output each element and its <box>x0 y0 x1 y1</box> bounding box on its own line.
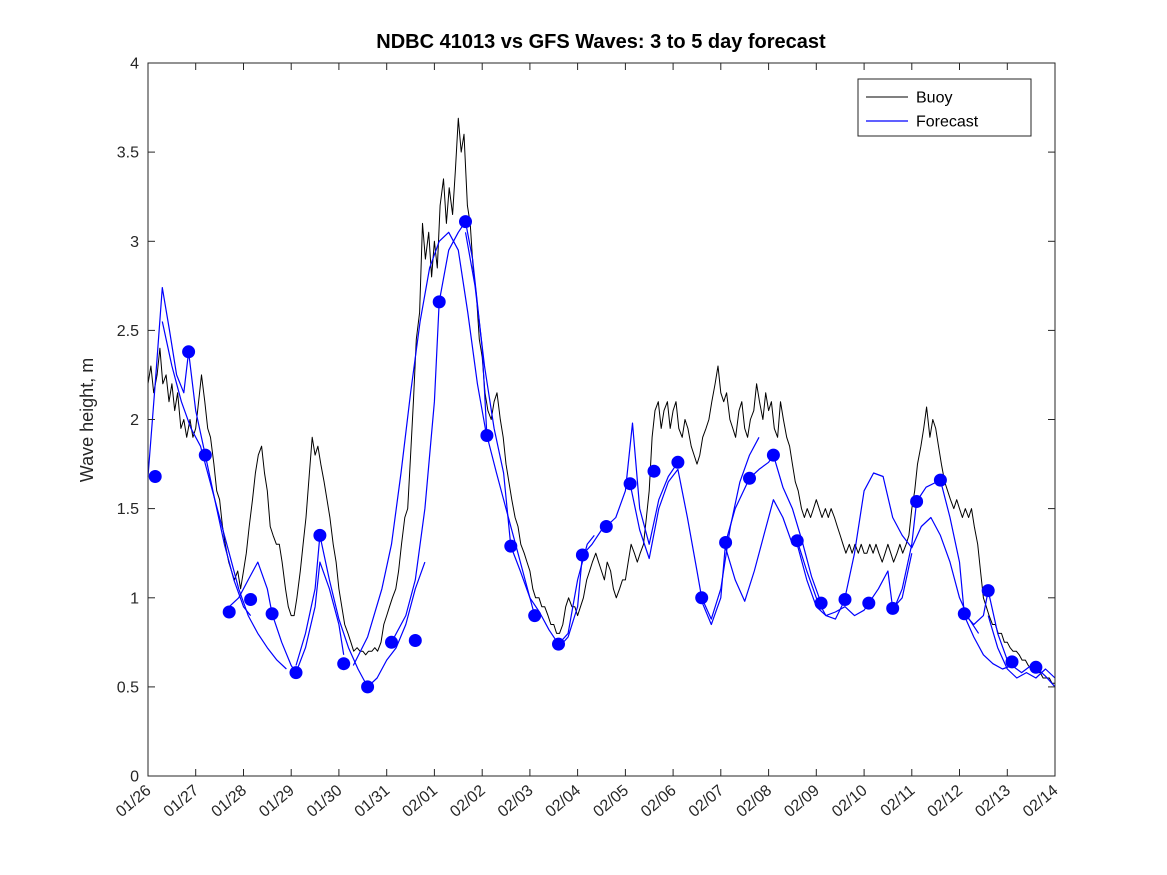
forecast-marker <box>408 634 422 647</box>
forecast-marker <box>886 601 900 615</box>
x-tick-label: 02/06 <box>638 782 680 821</box>
forecast-marker <box>957 607 971 621</box>
forecast-marker <box>1029 660 1043 674</box>
x-tick-label: 02/02 <box>447 782 489 821</box>
y-axis-label: Wave height, m <box>77 358 97 482</box>
forecast-marker <box>695 591 709 605</box>
forecast-marker <box>719 536 733 549</box>
series-group <box>147 117 1056 694</box>
y-tick-label: 1.5 <box>117 501 139 518</box>
forecast-line <box>228 561 345 674</box>
x-tick-label: 01/27 <box>161 782 203 821</box>
forecast-line <box>464 232 595 645</box>
forecast-marker <box>244 593 258 606</box>
x-tick-label: 02/13 <box>972 782 1014 821</box>
forecast-marker <box>148 470 162 483</box>
forecast-marker <box>981 584 995 598</box>
axes-box <box>147 62 1056 777</box>
forecast-marker <box>313 528 327 542</box>
forecast-marker <box>766 448 780 462</box>
x-tick-label: 02/09 <box>781 782 823 821</box>
x-tick-label: 01/31 <box>352 782 394 821</box>
x-tick-label: 01/26 <box>113 782 155 821</box>
y-tick-label: 2 <box>130 412 139 429</box>
forecast-marker <box>480 429 494 442</box>
forecast-marker <box>289 666 303 680</box>
x-tick-label: 01/29 <box>256 782 298 821</box>
buoy-line <box>147 117 1055 684</box>
x-tick-label: 02/04 <box>543 782 585 821</box>
forecast-marker <box>1005 655 1019 669</box>
legend-box <box>857 78 1032 137</box>
forecast-marker <box>814 596 828 610</box>
x-tick-label: 02/07 <box>686 782 728 821</box>
forecast-marker <box>671 455 685 469</box>
x-tick-label: 02/14 <box>1020 782 1062 821</box>
forecast-marker <box>385 635 398 649</box>
y-tick-label: 2.5 <box>117 323 139 340</box>
forecast-marker <box>182 345 196 359</box>
forecast-line <box>963 615 1056 688</box>
forecast-marker <box>862 596 876 610</box>
forecast-marker <box>459 215 472 229</box>
forecast-marker <box>265 607 279 621</box>
forecast-line <box>352 231 488 666</box>
forecast-line <box>147 287 252 616</box>
forecast-line <box>892 479 1013 663</box>
forecast-marker <box>790 534 804 548</box>
y-tick-label: 4 <box>130 56 139 73</box>
forecast-marker <box>910 495 924 508</box>
forecast-marker <box>575 548 589 562</box>
forecast-line <box>161 321 287 670</box>
forecast-line <box>987 615 1056 679</box>
y-tick-label: 3 <box>130 234 139 251</box>
forecast-line <box>295 534 426 688</box>
x-tick-label: 02/12 <box>924 782 966 821</box>
x-tick-label: 02/03 <box>495 782 537 821</box>
y-tick-label: 3.5 <box>117 145 139 162</box>
x-tick-label: 02/08 <box>734 782 776 821</box>
forecast-line <box>844 472 980 634</box>
forecast-marker <box>337 657 351 671</box>
forecast-marker <box>432 295 446 309</box>
chart-title: NDBC 41013 vs GFS Waves: 3 to 5 day fore… <box>376 31 826 53</box>
legend-label-forecast: Forecast <box>916 114 979 131</box>
x-tick-label: 02/05 <box>590 782 632 821</box>
forecast-line <box>725 499 846 620</box>
y-tick-label: 0 <box>130 769 139 786</box>
forecast-line <box>629 437 760 620</box>
x-tick-label: 02/10 <box>829 782 871 821</box>
forecast-line <box>558 422 679 649</box>
forecast-marker <box>743 471 756 485</box>
forecast-marker <box>222 605 236 619</box>
y-tick-label: 1 <box>130 590 139 607</box>
forecast-marker <box>552 637 565 651</box>
x-tick-label: 02/01 <box>399 782 441 821</box>
legend-label-buoy: Buoy <box>916 90 952 107</box>
forecast-marker <box>361 680 375 694</box>
forecast-marker <box>599 520 613 533</box>
y-tick-label: 0.5 <box>117 679 139 696</box>
forecast-marker <box>198 448 212 462</box>
forecast-marker <box>933 473 947 487</box>
forecast-marker <box>623 477 637 491</box>
legend: Buoy Forecast <box>857 78 1032 137</box>
forecast-marker <box>838 593 852 606</box>
x-tick-label: 01/28 <box>208 782 250 821</box>
forecast-marker <box>504 539 518 553</box>
forecast-marker <box>528 609 542 623</box>
forecast-marker <box>647 464 661 478</box>
x-tick-label: 02/11 <box>878 782 919 820</box>
x-tick-label: 01/30 <box>304 782 346 821</box>
